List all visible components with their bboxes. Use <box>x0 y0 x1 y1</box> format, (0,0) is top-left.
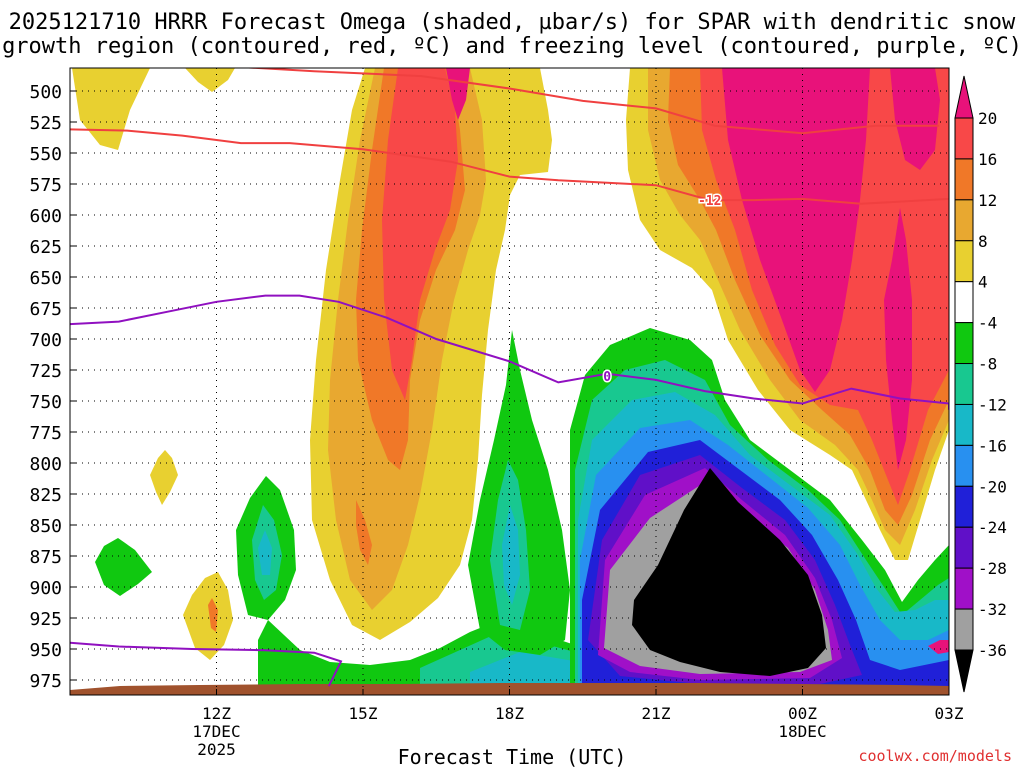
colorbar-band <box>954 158 974 201</box>
y-tick-label: 525 <box>29 113 62 134</box>
x-tick-label: 00Z <box>788 704 817 723</box>
colorbar: 20 16 12 8 4 -4 -8 -12 -16 -20 -24 -28 -32 -36 <box>954 75 1007 693</box>
colorbar-band <box>954 322 974 365</box>
y-tick-label: 550 <box>29 144 62 165</box>
colorbar-label: -36 <box>978 641 1007 660</box>
y-tick-label: 725 <box>29 361 62 382</box>
chart-title-line1: 2025121710 HRRR Forecast Omega (shaded, … <box>8 10 1016 35</box>
y-tick-label: 600 <box>29 206 62 227</box>
colorbar-label: 20 <box>978 109 997 128</box>
y-tick-label: 900 <box>29 578 62 599</box>
omega-lobe <box>185 68 235 92</box>
colorbar-band <box>954 567 974 610</box>
omega-lobe <box>183 572 233 660</box>
colorbar-band <box>954 281 974 324</box>
y-tick-label: 650 <box>29 268 62 289</box>
colorbar-label: -12 <box>978 395 1007 414</box>
x-tick-year: 2025 <box>197 740 236 759</box>
x-tick-date: 18DEC <box>778 722 826 741</box>
x-tick-label: 03Z <box>935 704 964 723</box>
ascent-blob <box>928 640 949 654</box>
colorbar-band <box>954 485 974 528</box>
ascent-blob <box>95 538 152 596</box>
contour-label: -12 <box>698 194 721 209</box>
contour-lines <box>70 68 949 687</box>
y-tick-label: 925 <box>29 609 62 630</box>
ascent-core <box>632 468 826 676</box>
colorbar-label: -32 <box>978 600 1007 619</box>
omega-band <box>722 68 870 392</box>
y-tick-label: 575 <box>29 175 62 196</box>
colorbar-label: 4 <box>978 273 988 292</box>
colorbar-label: -20 <box>978 477 1007 496</box>
colorbar-label: 12 <box>978 191 997 210</box>
contour-line <box>70 294 949 410</box>
omega-shading <box>70 68 949 695</box>
ascent-column <box>502 505 520 605</box>
contour-labels: -12 0 <box>602 193 723 387</box>
colorbar-label: -4 <box>978 314 997 333</box>
contour-line <box>70 128 949 205</box>
gridlines <box>70 68 949 695</box>
y-tick-label: 750 <box>29 392 62 413</box>
contour-line <box>70 641 343 687</box>
y-tick-label: 675 <box>29 299 62 320</box>
y-tick-label: 950 <box>29 640 62 661</box>
y-tick-label: 850 <box>29 516 62 537</box>
colorbar-label: -28 <box>978 559 1007 578</box>
y-tick-label: 500 <box>29 82 62 103</box>
contour-line <box>240 68 940 135</box>
omega-lobe <box>150 450 178 505</box>
x-tick-label: 15Z <box>349 704 378 723</box>
x-tick-label: 12Z <box>202 704 231 723</box>
y-tick-label: 975 <box>29 671 62 692</box>
x-tick-date: 17DEC <box>192 722 240 741</box>
colorbar-label: 16 <box>978 150 997 169</box>
ascent-blob <box>258 530 272 575</box>
colorbar-label: 8 <box>978 232 988 251</box>
contour-label: 0 <box>603 370 611 385</box>
omega-lobe <box>208 598 218 632</box>
colorbar-top-triangle <box>954 75 974 119</box>
colorbar-bottom-triangle <box>954 649 974 693</box>
y-axis: 500 525 550 575 600 625 650 675 700 725 750 775 800 8… <box>29 82 76 692</box>
chart-title-line2: growth region (contoured, red, ºC) and f… <box>2 34 1022 59</box>
omega-band <box>890 68 940 170</box>
colorbar-band <box>954 199 974 242</box>
colorbar-band <box>954 363 974 405</box>
y-tick-label: 700 <box>29 330 62 351</box>
colorbar-band <box>954 403 974 446</box>
x-tick-label: 21Z <box>642 704 671 723</box>
colorbar-band <box>954 117 974 160</box>
x-tick-label: 18Z <box>495 704 524 723</box>
y-tick-label: 800 <box>29 454 62 475</box>
omega-band <box>382 68 458 400</box>
colorbar-label: -16 <box>978 436 1007 455</box>
x-axis-label: Forecast Time (UTC) <box>397 745 627 769</box>
colorbar-band <box>954 526 974 569</box>
y-tick-label: 625 <box>29 237 62 258</box>
colorbar-band <box>954 240 974 283</box>
y-tick-label: 875 <box>29 547 62 568</box>
colorbar-band <box>954 608 974 651</box>
colorbar-band <box>954 444 974 487</box>
colorbar-label: -24 <box>978 518 1007 537</box>
y-tick-label: 775 <box>29 423 62 444</box>
omega-band <box>356 500 372 565</box>
credit-text: coolwx.com/models <box>858 747 1012 765</box>
colorbar-label: -8 <box>978 355 997 374</box>
omega-lobe <box>72 68 150 150</box>
y-tick-label: 825 <box>29 485 62 506</box>
